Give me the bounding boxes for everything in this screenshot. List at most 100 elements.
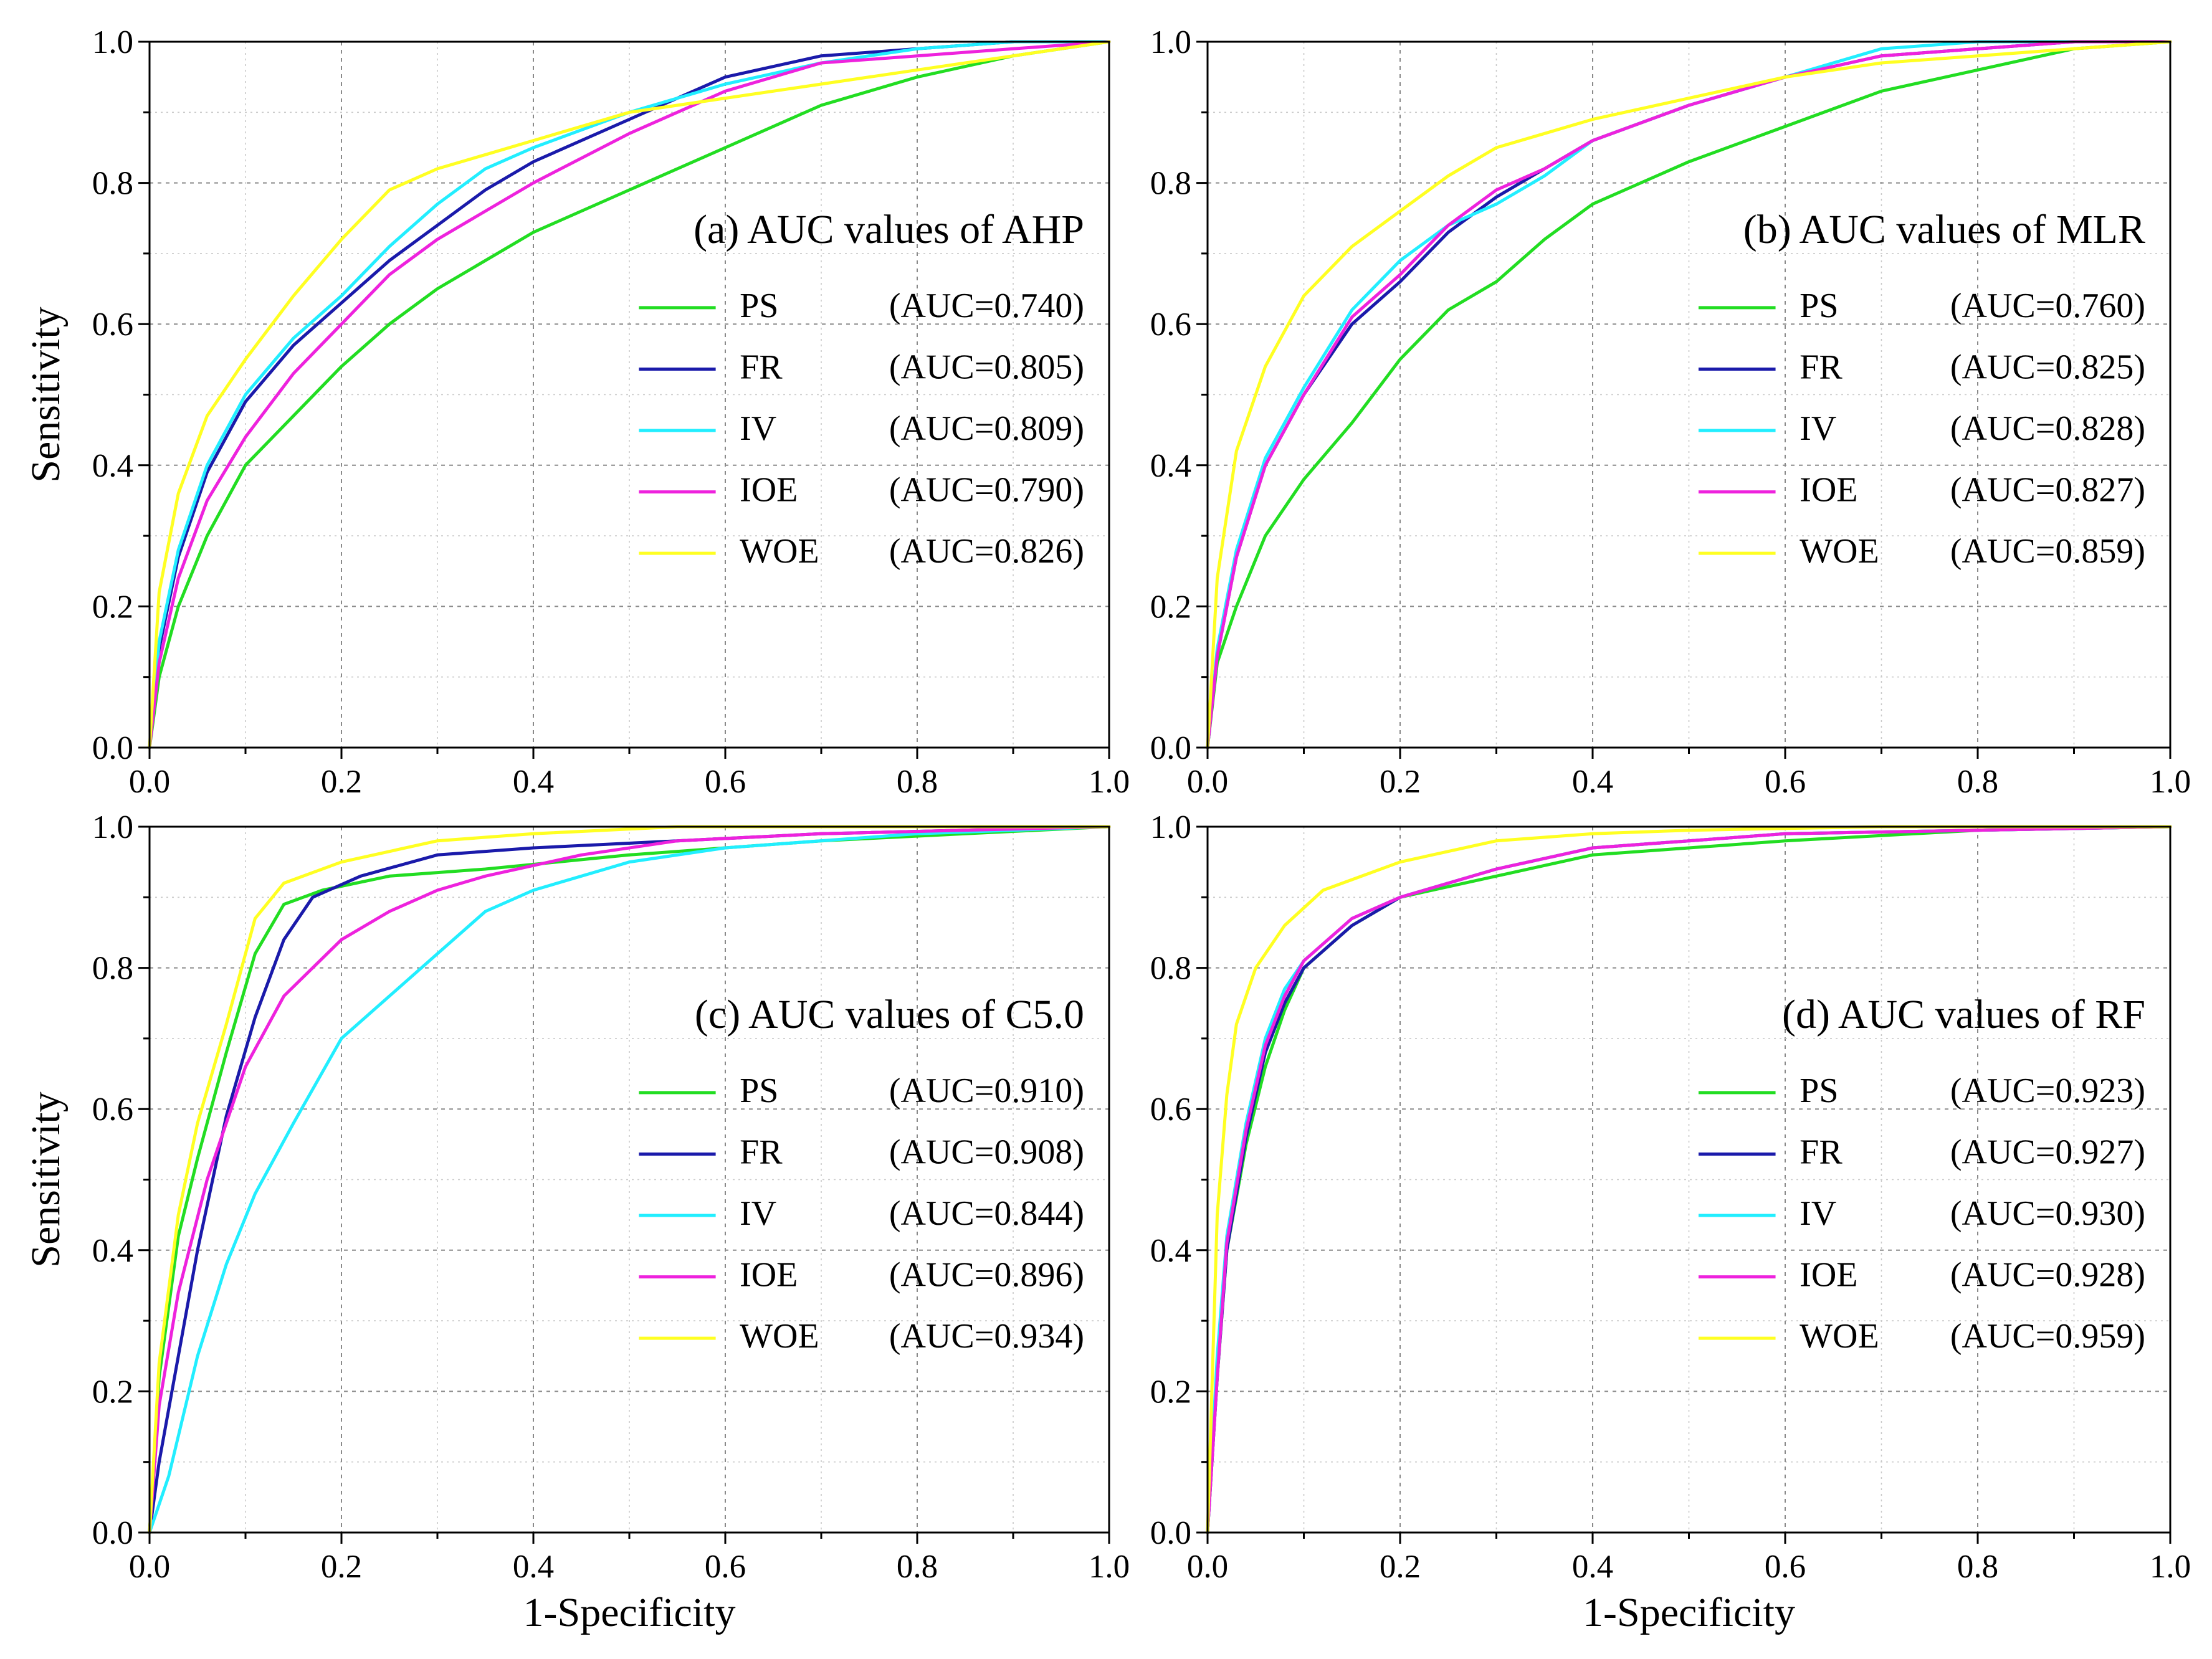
- y-tick-label: 0.6: [1150, 1091, 1191, 1128]
- roc-curve-woe: [1206, 40, 2172, 749]
- y-tick-label: 1.0: [1150, 809, 1191, 845]
- legend-auc-value: (AUC=0.740): [889, 287, 1084, 325]
- x-tick-label: 0.8: [897, 1549, 938, 1585]
- legend-auc-value: (AUC=0.923): [1950, 1072, 2145, 1110]
- legend-series-name: PS: [740, 1072, 778, 1110]
- roc-curve-iv: [1206, 40, 2172, 749]
- legend-auc-value: (AUC=0.908): [889, 1133, 1084, 1171]
- x-tick-label: 0.0: [1187, 1549, 1228, 1585]
- x-tick-label: 0.0: [129, 1549, 170, 1585]
- legend-auc-value: (AUC=0.928): [1950, 1256, 2145, 1295]
- legend-auc-value: (AUC=0.844): [889, 1194, 1084, 1233]
- legend-series-name: IOE: [740, 471, 798, 510]
- roc-curve-ioe: [1206, 825, 2172, 1534]
- legend-series-name: IV: [740, 1194, 776, 1233]
- x-tick-label: 0.4: [513, 1549, 554, 1585]
- roc-curve-iv: [148, 825, 1111, 1534]
- legend-series-name: IOE: [1800, 471, 1857, 510]
- y-tick-label: 0.0: [1150, 730, 1191, 766]
- legend-series-name: FR: [1800, 348, 1843, 386]
- legend-auc-value: (AUC=0.827): [1950, 471, 2145, 510]
- x-tick-label: 0.0: [1187, 764, 1228, 800]
- legend-auc-value: (AUC=0.927): [1950, 1133, 2145, 1171]
- roc-panel-1: 0.0 0.2 0.4 0.6 0.8 1.0 0.0 0.2 0.4 0.6 0.8 1.0 (b) …: [1150, 24, 2191, 800]
- roc-curve-fr: [148, 825, 1111, 1534]
- y-axis-label: Sensitivity: [23, 1091, 69, 1267]
- y-tick-label: 0.2: [92, 1374, 133, 1410]
- legend-series-name: PS: [1800, 287, 1838, 325]
- y-tick-label: 0.2: [1150, 589, 1191, 625]
- x-tick-label: 0.6: [1765, 764, 1806, 800]
- x-tick-label: 0.2: [1380, 1549, 1421, 1585]
- legend-series-name: PS: [740, 287, 778, 325]
- x-tick-label: 0.6: [705, 1549, 746, 1585]
- x-tick-label: 0.8: [897, 764, 938, 800]
- legend-auc-value: (AUC=0.826): [889, 532, 1084, 571]
- roc-curve-iv: [148, 40, 1111, 749]
- legend-auc-value: (AUC=0.930): [1950, 1194, 2145, 1233]
- legend-auc-value: (AUC=0.825): [1950, 348, 2145, 386]
- legend-series-name: IV: [1800, 1194, 1836, 1233]
- roc-curve-ps: [148, 40, 1111, 749]
- legend-auc-value: (AUC=0.760): [1950, 287, 2145, 325]
- roc-panel-2: 0.0 0.2 0.4 0.6 0.8 1.0 0.0 0.2 0.4 0.6 0.8 1.0 Sens…: [23, 809, 1130, 1635]
- panel-title: (d) AUC values of RF: [1782, 992, 2145, 1037]
- y-tick-label: 0.0: [92, 730, 133, 766]
- x-tick-label: 0.4: [1572, 764, 1613, 800]
- y-tick-label: 0.4: [92, 448, 133, 484]
- legend-auc-value: (AUC=0.910): [889, 1072, 1084, 1110]
- roc-curve-woe: [1206, 825, 2172, 1534]
- legend-auc-value: (AUC=0.859): [1950, 532, 2145, 571]
- roc-curve-ps: [1206, 40, 2172, 749]
- roc-panel-0: 0.0 0.2 0.4 0.6 0.8 1.0 0.0 0.2 0.4 0.6 0.8 1.0 Sens…: [23, 24, 1130, 800]
- x-tick-label: 0.2: [321, 764, 362, 800]
- roc-curve-ioe: [148, 825, 1111, 1534]
- y-tick-label: 0.8: [92, 166, 133, 202]
- y-tick-label: 0.4: [1150, 1233, 1191, 1269]
- x-tick-label: 1.0: [2150, 764, 2191, 800]
- x-tick-label: 0.4: [513, 764, 554, 800]
- x-tick-label: 1.0: [2150, 1549, 2191, 1585]
- roc-curve-fr: [148, 40, 1111, 749]
- roc-curve-woe: [148, 825, 1111, 1534]
- legend-auc-value: (AUC=0.790): [889, 471, 1084, 510]
- y-tick-label: 0.0: [92, 1515, 133, 1551]
- legend-auc-value: (AUC=0.805): [889, 348, 1084, 386]
- x-axis-label: 1-Specificity: [1583, 1590, 1795, 1635]
- legend-auc-value: (AUC=0.828): [1950, 409, 2145, 448]
- legend-series-name: WOE: [740, 532, 819, 571]
- legend-series-name: PS: [1800, 1072, 1838, 1110]
- y-tick-label: 0.8: [92, 951, 133, 987]
- y-tick-label: 0.8: [1150, 166, 1191, 202]
- x-tick-label: 0.6: [1765, 1549, 1806, 1585]
- x-tick-label: 0.6: [705, 764, 746, 800]
- legend-auc-value: (AUC=0.896): [889, 1256, 1084, 1295]
- x-tick-label: 0.8: [1957, 1549, 1998, 1585]
- x-axis-label: 1-Specificity: [523, 1590, 736, 1635]
- legend-series-name: IOE: [740, 1256, 798, 1295]
- legend-series-name: IV: [1800, 409, 1836, 448]
- legend-series-name: FR: [740, 348, 783, 386]
- y-tick-label: 0.2: [92, 589, 133, 625]
- legend-auc-value: (AUC=0.809): [889, 409, 1084, 448]
- x-tick-label: 1.0: [1089, 1549, 1130, 1585]
- y-tick-label: 0.2: [1150, 1374, 1191, 1410]
- y-tick-label: 1.0: [92, 809, 133, 845]
- y-tick-label: 1.0: [92, 24, 133, 60]
- legend-auc-value: (AUC=0.934): [889, 1317, 1084, 1356]
- legend-series-name: WOE: [740, 1317, 819, 1356]
- panel-title: (c) AUC values of C5.0: [695, 992, 1084, 1037]
- legend-series-name: IV: [740, 409, 776, 448]
- y-tick-label: 0.6: [92, 307, 133, 343]
- x-tick-label: 0.2: [321, 1549, 362, 1585]
- legend-series-name: IOE: [1800, 1256, 1857, 1295]
- x-tick-label: 0.4: [1572, 1549, 1613, 1585]
- y-axis-label: Sensitivity: [23, 307, 69, 482]
- roc-curve-ioe: [1206, 40, 2172, 749]
- roc-curve-woe: [148, 40, 1111, 749]
- roc-curve-ioe: [148, 40, 1111, 749]
- y-tick-label: 0.4: [92, 1233, 133, 1269]
- x-tick-label: 0.8: [1957, 764, 1998, 800]
- y-tick-label: 1.0: [1150, 24, 1191, 60]
